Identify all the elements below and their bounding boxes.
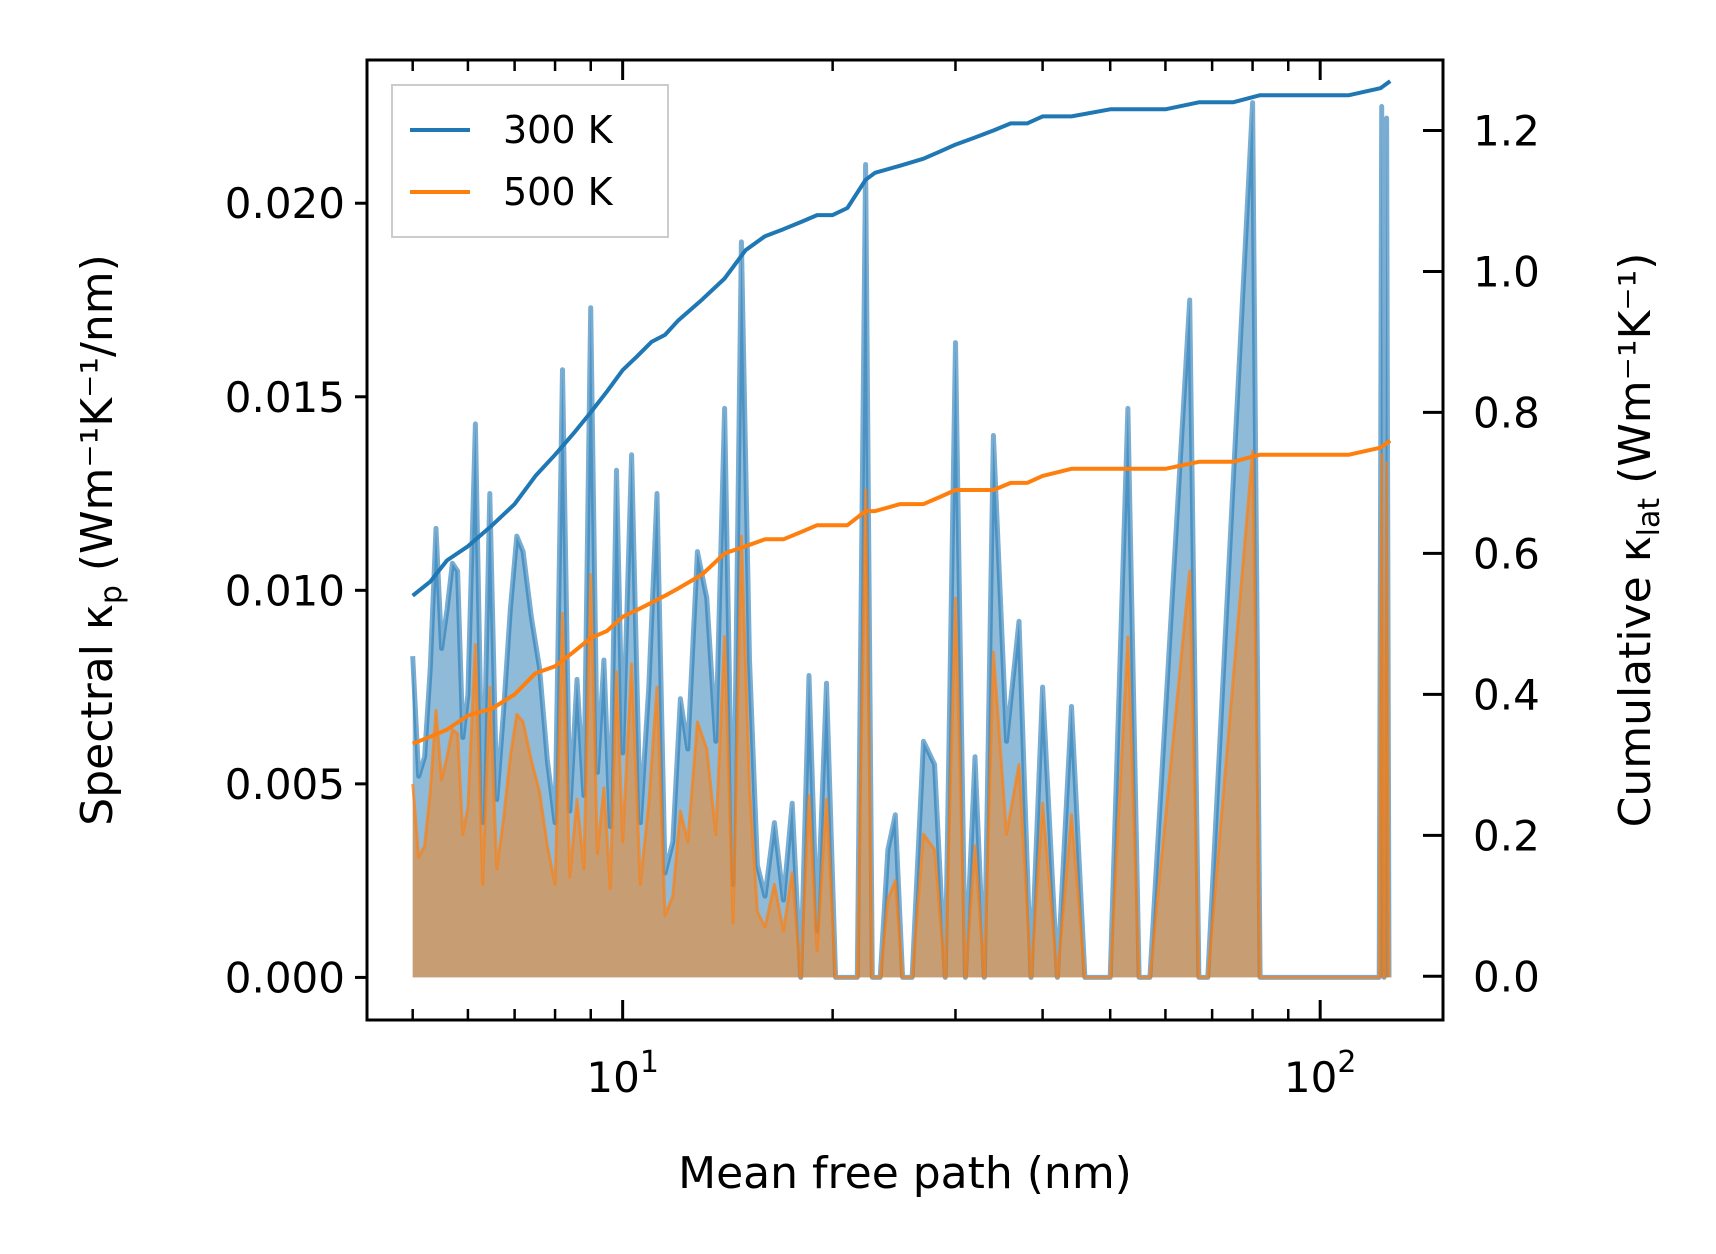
y-right-title-units: (Wm⁻¹K⁻¹) — [1610, 253, 1661, 484]
y-left-title-main: Spectral κ — [72, 604, 123, 826]
y-left-title-sub: p — [94, 585, 129, 604]
legend-label-500k: 500 K — [503, 170, 614, 214]
y-right-title-sub: lat — [1632, 498, 1667, 537]
spectral-fills — [410, 100, 1392, 980]
y-left-tick-label: 0.015 — [225, 373, 345, 422]
spectral-300k-line — [410, 100, 1392, 980]
cumulative-500k-line — [411, 438, 1392, 746]
y-right-title-space — [1610, 484, 1661, 498]
y-left-tick-label: 0.005 — [225, 760, 345, 809]
y-right-tick-label: 0.8 — [1473, 388, 1540, 437]
spectral-500k-line — [411, 449, 1391, 979]
tick-labels: 101 102 0.000 0.005 0.010 0.015 0.020 0.0 0.2 0.4… — [225, 106, 1540, 1102]
y-right-tick-label: 0.0 — [1473, 952, 1540, 1001]
y-axis-left-title: Spectral κp (Wm⁻¹K⁻¹/nm) — [72, 254, 129, 825]
axis-ticks — [355, 60, 1443, 1020]
y-right-tick-label: 1.0 — [1473, 247, 1540, 296]
y-axis-right-title: Cumulative κlat (Wm⁻¹K⁻¹) — [1610, 253, 1667, 828]
y-left-tick-label: 0.000 — [225, 953, 345, 1002]
y-left-title-space — [72, 571, 123, 585]
x-tick-label: 101 — [586, 1045, 659, 1102]
legend: 300 K 500 K — [391, 84, 669, 238]
y-left-title-units: (Wm⁻¹K⁻¹/nm) — [72, 254, 123, 571]
legend-label-300k: 300 K — [503, 108, 614, 152]
x-tick-label: 102 — [1284, 1045, 1357, 1102]
cumulative-300k-line — [411, 79, 1392, 598]
y-right-tick-label: 0.2 — [1473, 811, 1540, 860]
series-lines — [411, 79, 1392, 746]
spectral-500k-fill — [412, 451, 1389, 978]
y-right-tick-label: 0.6 — [1473, 529, 1540, 578]
y-right-tick-label: 0.4 — [1473, 670, 1540, 719]
y-right-tick-label: 1.2 — [1473, 106, 1540, 155]
y-right-title-main: Cumulative κ — [1610, 536, 1661, 827]
y-left-tick-label: 0.020 — [225, 179, 345, 228]
x-axis-title: Mean free path (nm) — [678, 1148, 1132, 1199]
legend-box — [391, 84, 669, 238]
plot-frame — [365, 58, 1445, 1022]
y-left-tick-label: 0.010 — [225, 566, 345, 615]
